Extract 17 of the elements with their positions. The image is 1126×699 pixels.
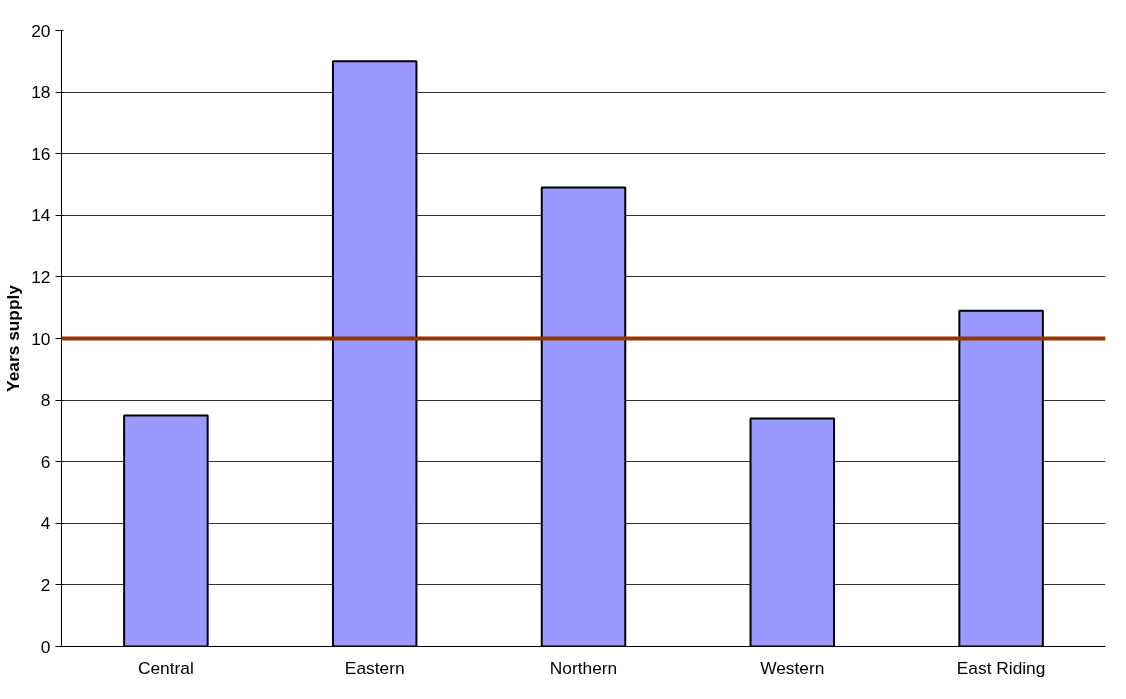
x-tick-label: Eastern [344, 657, 405, 678]
y-tick-label: 2 [40, 574, 51, 595]
y-tick-label: 14 [31, 205, 51, 226]
y-tick-label: 6 [40, 451, 51, 472]
y-tick-label: 0 [40, 636, 51, 657]
x-tick-label: East Riding [956, 657, 1046, 678]
y-tick-label: 18 [31, 82, 51, 103]
y-tick-label: 16 [31, 143, 51, 164]
x-tick-label: Central [137, 657, 194, 678]
y-tick-label: 20 [31, 20, 51, 41]
y-axis-title: Years supply [3, 284, 24, 392]
x-tick-label: Northern [549, 657, 618, 678]
y-tick-label: 10 [31, 328, 51, 349]
y-tick-label: 4 [40, 513, 51, 534]
x-tick-label: Western [760, 657, 825, 678]
y-tick-label: 12 [31, 266, 51, 287]
y-tick-label: 8 [40, 390, 51, 411]
